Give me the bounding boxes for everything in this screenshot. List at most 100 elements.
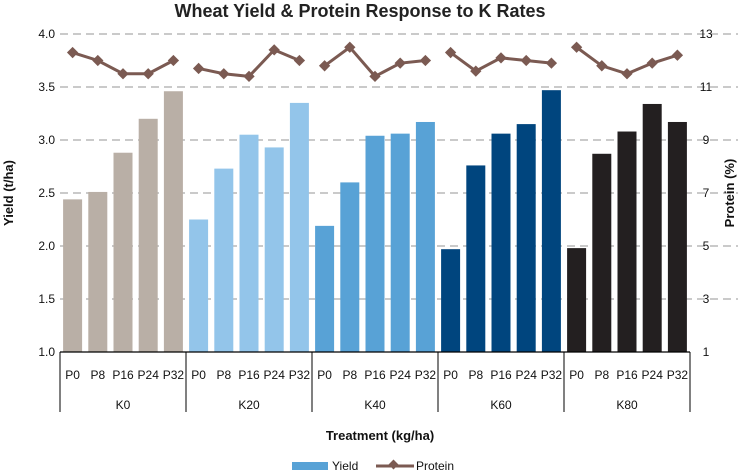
- y2-axis-title: Protein (%): [722, 159, 737, 228]
- yield-bar: [264, 147, 284, 352]
- legend-protein-label: Protein: [416, 459, 454, 473]
- yield-bar: [189, 219, 209, 352]
- x-subcategory-label: P8: [342, 368, 357, 382]
- protein-marker: [419, 54, 432, 67]
- yield-bar: [214, 168, 234, 352]
- protein-marker: [671, 49, 684, 61]
- yield-bar: [289, 102, 309, 353]
- x-subcategory-label: P32: [541, 368, 563, 382]
- y2-tick-label: 1: [703, 345, 710, 359]
- legend-yield-swatch: [292, 462, 328, 470]
- legend-protein-marker: [388, 459, 399, 470]
- x-subcategory-label: P0: [191, 368, 206, 382]
- x-subcategory-label: P32: [289, 368, 311, 382]
- protein-marker: [117, 68, 129, 80]
- y2-tick-label: 13: [699, 27, 713, 41]
- protein-marker: [293, 54, 306, 67]
- y-tick-label: 1.5: [38, 292, 55, 306]
- x-subcategory-label: P32: [415, 368, 437, 382]
- x-subcategory-label: P0: [65, 368, 80, 382]
- x-subcategory-label: P24: [390, 368, 412, 382]
- x-axis-title: Treatment (kg/ha): [326, 428, 434, 443]
- y-tick-label: 2.5: [38, 186, 55, 200]
- protein-marker: [495, 52, 507, 64]
- yield-bar: [541, 90, 561, 353]
- x-subcategory-label: P32: [667, 368, 689, 382]
- protein-marker: [520, 54, 532, 67]
- x-subcategory-label: P24: [642, 368, 664, 382]
- protein-marker: [268, 44, 280, 56]
- protein-marker: [570, 41, 583, 53]
- protein-marker: [92, 54, 104, 67]
- chart-title: Wheat Yield & Protein Response to K Rate…: [174, 1, 545, 21]
- yield-bar: [340, 182, 360, 352]
- y2-tick-label: 11: [700, 80, 713, 94]
- x-group-label: K0: [116, 398, 131, 412]
- x-group-label: K80: [616, 398, 638, 412]
- yield-bar: [390, 133, 410, 352]
- yield-bar: [516, 124, 536, 352]
- x-subcategory-label: P16: [490, 368, 512, 382]
- yield-bar: [88, 191, 108, 352]
- x-subcategory-label: P16: [238, 368, 260, 382]
- y-tick-label: 2.0: [38, 239, 55, 253]
- x-group-label: K60: [490, 398, 512, 412]
- yield-bar: [315, 225, 335, 352]
- yield-bar: [466, 165, 486, 352]
- y-tick-label: 3.5: [38, 80, 55, 94]
- y2-tick-label: 3: [703, 292, 710, 306]
- protein-marker: [646, 57, 658, 69]
- x-subcategory-label: P32: [163, 368, 185, 382]
- yield-bar: [365, 135, 385, 352]
- x-subcategory-label: P8: [594, 368, 609, 382]
- x-subcategory-label: P8: [468, 368, 483, 382]
- yield-bar: [63, 199, 83, 352]
- y-tick-label: 3.0: [38, 133, 55, 147]
- yield-bar: [163, 91, 183, 353]
- y-axis-title: Yield (t/ha): [1, 160, 16, 226]
- x-subcategory-label: P16: [616, 368, 638, 382]
- x-subcategory-label: P24: [138, 368, 160, 382]
- yield-bar: [642, 103, 662, 353]
- yield-bar: [491, 133, 511, 352]
- x-subcategory-label: P0: [443, 368, 458, 382]
- y2-tick-label: 7: [703, 186, 710, 200]
- protein-marker: [596, 60, 608, 72]
- yield-bar: [113, 152, 133, 352]
- x-group-label: K40: [364, 398, 386, 412]
- y-tick-label: 1.0: [38, 345, 55, 359]
- x-subcategory-label: P24: [264, 368, 286, 382]
- protein-marker: [66, 46, 79, 59]
- protein-marker: [192, 62, 205, 75]
- protein-marker: [394, 57, 406, 69]
- yield-bar: [415, 121, 435, 352]
- protein-marker: [621, 68, 633, 80]
- x-subcategory-label: P0: [569, 368, 584, 382]
- x-subcategory-label: P8: [216, 368, 231, 382]
- x-subcategory-label: P16: [112, 368, 134, 382]
- yield-bar: [592, 153, 612, 352]
- yield-bar: [567, 248, 587, 352]
- protein-marker: [545, 57, 558, 69]
- yield-bar: [441, 249, 461, 352]
- y-tick-label: 4.0: [38, 27, 55, 41]
- protein-marker: [444, 46, 457, 59]
- axes: [59, 351, 691, 412]
- protein-marker: [344, 41, 356, 53]
- yield-bar: [239, 134, 259, 352]
- y2-tick-label: 9: [703, 133, 710, 147]
- protein-marker: [167, 54, 180, 67]
- protein-marker: [218, 68, 230, 80]
- yield-bar: [617, 131, 637, 352]
- x-subcategory-label: P16: [364, 368, 386, 382]
- x-group-label: K20: [238, 398, 260, 412]
- yield-bars: [63, 90, 687, 353]
- yield-bar: [667, 121, 687, 352]
- legend: Yield Protein: [292, 459, 454, 473]
- x-subcategory-label: P0: [317, 368, 332, 382]
- y2-tick-label: 5: [703, 239, 710, 253]
- x-subcategory-label: P8: [90, 368, 105, 382]
- protein-marker: [142, 68, 154, 80]
